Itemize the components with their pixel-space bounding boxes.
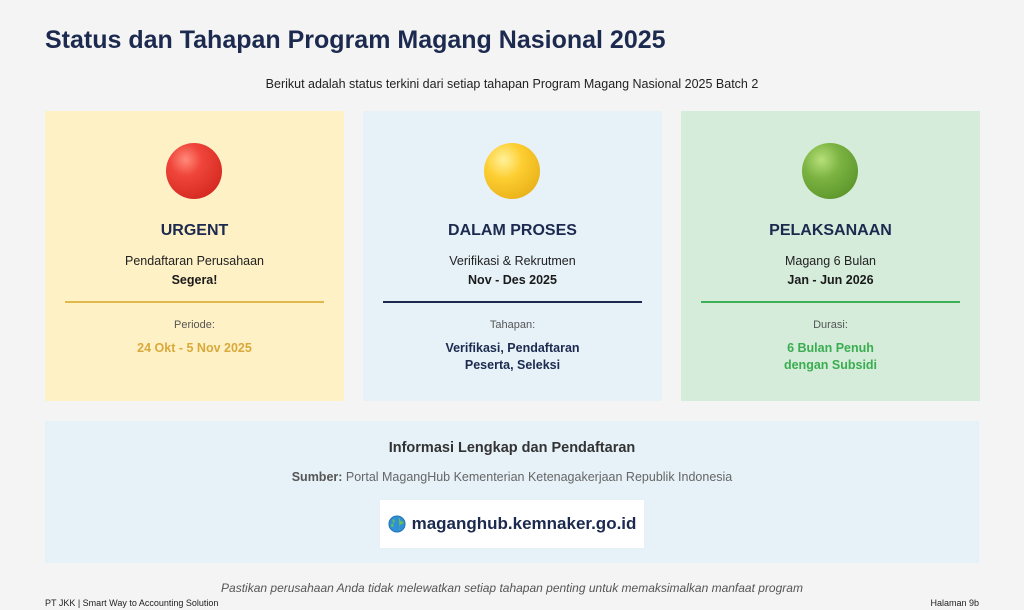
card-description: Magang 6 Bulan bbox=[784, 254, 877, 268]
card-divider bbox=[701, 301, 960, 303]
info-source: Sumber: Portal MagangHub Kementerian Ket… bbox=[45, 470, 979, 484]
card-meta-value-line: dengan Subsidi bbox=[783, 358, 878, 372]
card-description: Pendaftaran Perusahaan bbox=[125, 254, 264, 268]
globe-icon bbox=[388, 515, 406, 533]
footer-page-number: Halaman 9b bbox=[930, 598, 979, 608]
card-meta-value-line: Peserta, Seleksi bbox=[464, 358, 561, 372]
footer-note: Pastikan perusahaan Anda tidak melewatka… bbox=[221, 581, 803, 595]
status-card-dalam-proses: DALAM PROSES Verifikasi & Rekrutmen Nov … bbox=[363, 111, 662, 401]
info-title: Informasi Lengkap dan Pendaftaran bbox=[388, 440, 636, 456]
page-subtitle: Berikut adalah status terkini dari setia… bbox=[265, 77, 759, 91]
status-card-urgent: URGENT Pendaftaran Perusahaan Segera! Pe… bbox=[45, 111, 344, 401]
website-link[interactable]: maganghub.kemnaker.go.id bbox=[380, 500, 644, 548]
card-status-title: DALAM PROSES bbox=[448, 222, 577, 239]
card-highlight: Jan - Jun 2026 bbox=[787, 273, 874, 287]
card-highlight: Nov - Des 2025 bbox=[468, 273, 557, 287]
footer-company: PT JKK | Smart Way to Accounting Solutio… bbox=[45, 598, 219, 608]
card-status-title: URGENT bbox=[160, 222, 229, 239]
card-meta-label: Tahapan: bbox=[489, 319, 536, 331]
info-panel: Informasi Lengkap dan Pendaftaran Sumber… bbox=[45, 421, 979, 563]
card-divider bbox=[65, 301, 324, 303]
card-meta-value: 24 Okt - 5 Nov 2025 bbox=[45, 340, 344, 357]
card-meta-label: Periode: bbox=[174, 319, 215, 331]
card-description: Verifikasi & Rekrutmen bbox=[449, 254, 576, 268]
card-meta-value-line: Verifikasi, Pendaftaran bbox=[445, 341, 580, 355]
card-divider bbox=[383, 301, 642, 303]
page-title: Status dan Tahapan Program Magang Nasion… bbox=[45, 26, 666, 54]
card-meta-value: 6 Bulan Penuh dengan Subsidi bbox=[681, 340, 980, 374]
red-status-indicator-icon bbox=[166, 143, 222, 199]
card-meta-value-line: 24 Okt - 5 Nov 2025 bbox=[137, 341, 252, 355]
card-meta-value: Verifikasi, Pendaftaran Peserta, Seleksi bbox=[363, 340, 662, 374]
card-status-title: PELAKSANAAN bbox=[769, 222, 892, 239]
card-meta-value-line: 6 Bulan Penuh bbox=[787, 341, 874, 355]
source-label: Sumber: bbox=[291, 470, 343, 484]
green-status-indicator-icon bbox=[802, 143, 858, 199]
status-card-pelaksanaan: PELAKSANAAN Magang 6 Bulan Jan - Jun 202… bbox=[681, 111, 980, 401]
card-meta-label: Durasi: bbox=[813, 319, 848, 331]
source-text: Portal MagangHub Kementerian Ketenagaker… bbox=[342, 470, 733, 484]
website-link-text[interactable]: maganghub.kemnaker.go.id bbox=[411, 514, 637, 533]
yellow-status-indicator-icon bbox=[484, 143, 540, 199]
card-highlight: Segera! bbox=[171, 273, 218, 287]
